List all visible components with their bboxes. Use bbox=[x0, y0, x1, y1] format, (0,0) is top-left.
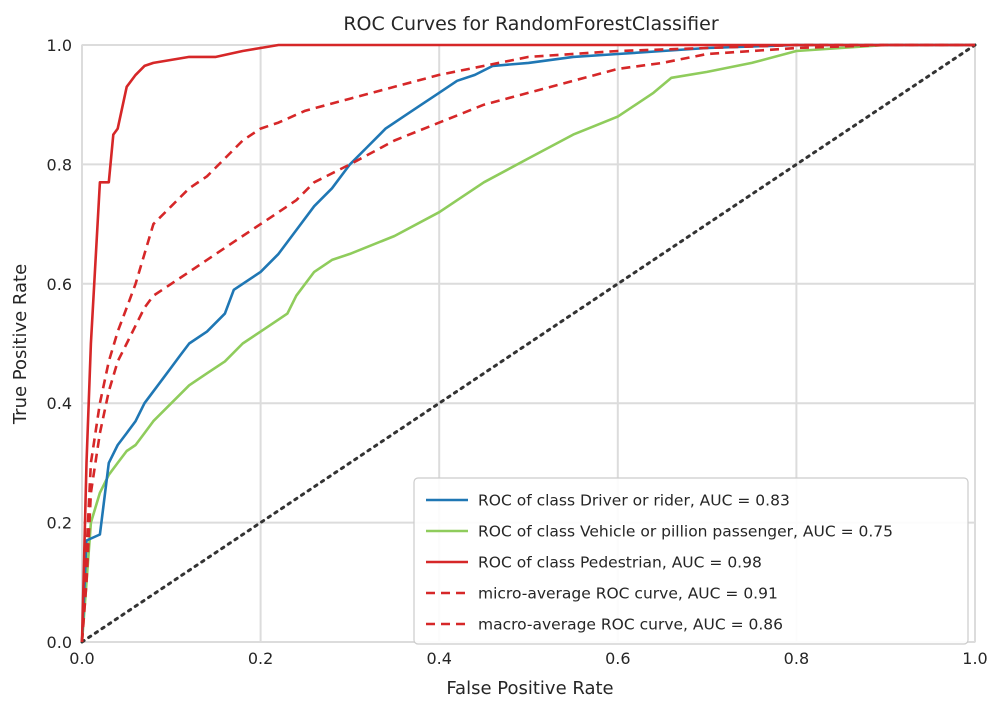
roc-series-line-4 bbox=[80, 43, 975, 643]
x-tick-label: 0.2 bbox=[248, 649, 273, 668]
y-axis-label: True Positive Rate bbox=[10, 264, 31, 425]
legend-entry-4: macro-average ROC curve, AUC = 0.86 bbox=[478, 616, 783, 634]
legend-frame bbox=[413, 477, 969, 645]
roc-series-line-0 bbox=[80, 43, 975, 643]
legend: ROC of class Driver or rider, AUC = 0.83… bbox=[413, 477, 969, 645]
y-tick-label: 0.6 bbox=[47, 275, 72, 294]
y-tick-label: 0.4 bbox=[47, 394, 72, 413]
x-axis-label: False Positive Rate bbox=[446, 678, 613, 699]
y-tick-label: 0.2 bbox=[47, 514, 72, 533]
x-tick-label: 1.0 bbox=[962, 649, 987, 668]
y-tick-label: 1.0 bbox=[47, 36, 72, 55]
x-tick-label: 0.0 bbox=[69, 649, 94, 668]
roc-series-line-2 bbox=[80, 43, 975, 643]
chart-title: ROC Curves for RandomForestClassifier bbox=[343, 13, 719, 35]
legend-entry-3: micro-average ROC curve, AUC = 0.91 bbox=[478, 585, 778, 603]
roc-series-line-5 bbox=[80, 43, 977, 644]
x-tick-label: 0.8 bbox=[784, 649, 809, 668]
legend-entry-0: ROC of class Driver or rider, AUC = 0.83 bbox=[478, 492, 790, 510]
roc-series-line-1 bbox=[80, 43, 975, 643]
legend-entry-1: ROC of class Vehicle or pillion passenge… bbox=[478, 523, 893, 541]
y-tick-label: 0.0 bbox=[47, 633, 72, 652]
x-tick-label: 0.4 bbox=[426, 649, 451, 668]
legend-entry-2: ROC of class Pedestrian, AUC = 0.98 bbox=[478, 554, 762, 572]
x-tick-label: 0.6 bbox=[605, 649, 630, 668]
tick-labels: 0.0 0.2 0.4 0.6 0.8 1.0 0.0 0.2 0.4 0.6 0.8 1.0 bbox=[47, 36, 988, 668]
roc-series-line-3 bbox=[80, 43, 975, 643]
y-tick-label: 0.8 bbox=[47, 155, 72, 174]
series-group bbox=[80, 43, 977, 644]
